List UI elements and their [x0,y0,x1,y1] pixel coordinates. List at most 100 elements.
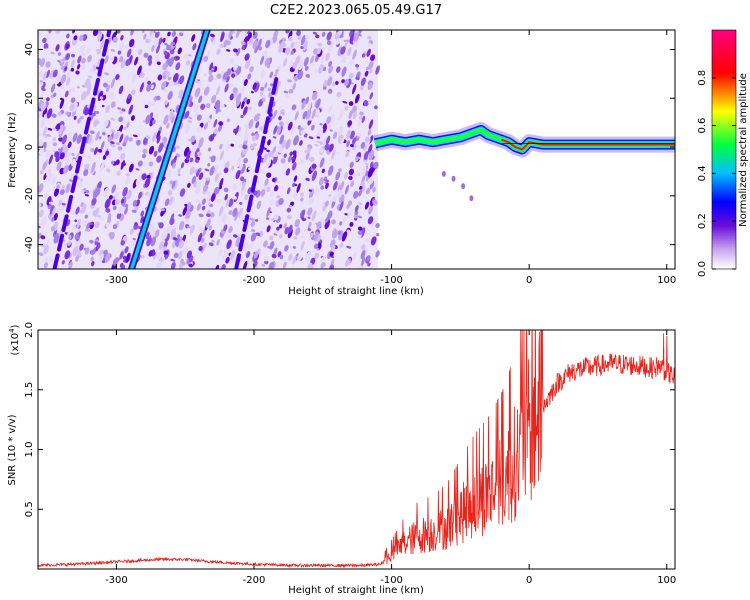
noise-dot [170,225,176,231]
noise-dot [320,219,326,227]
noise-dot [354,204,359,213]
noise-dot [196,126,202,133]
noise-dot [248,119,254,129]
noise-dot [60,66,66,71]
noise-dot [229,93,235,101]
noise-dot [205,117,211,122]
noise-dot [197,232,203,243]
noise-dot [148,250,153,257]
noise-dot [68,179,73,182]
noise-dot [321,137,327,148]
noise-dot [223,248,228,254]
noise-dot [260,69,266,79]
noise-dot [114,198,120,206]
noise-dot [219,150,225,161]
noise-dot [208,74,214,83]
noise-dot [201,205,206,211]
noise-dot [305,253,311,263]
noise-dot [285,47,290,51]
noise-dot [303,215,308,219]
noise-dot [120,59,126,69]
noise-dot [273,109,278,117]
noise-dot [185,218,190,223]
noise-dot [269,71,273,79]
colorbar-tick-label: 0.6 [697,118,708,134]
noise-dot [40,102,47,112]
noise-dot [213,128,219,135]
noise-dot [280,158,286,164]
noise-dot [332,195,338,202]
noise-dot [308,188,314,200]
noise-dot [331,149,336,160]
noise-dot [115,257,121,260]
noise-dot [154,229,160,238]
noise-dot [69,103,75,112]
snr-x-tick-label: -200 [243,575,266,586]
noise-dot [288,204,293,208]
noise-dot [284,227,290,235]
noise-dot [98,216,104,221]
noise-dot [42,71,48,81]
noise-dot [302,40,308,51]
noise-dot [327,210,333,219]
noise-dot [234,125,240,136]
noise-dot [370,236,377,246]
noise-dot [81,203,87,214]
noise-dot [344,78,350,87]
noise-dot [303,133,308,138]
noise-dot [151,44,155,52]
noise-dot [285,117,290,127]
noise-dot [177,173,181,177]
noise-dot [360,249,366,260]
noise-dot [117,130,121,134]
noise-dot [61,134,68,145]
spectrogram-x-tick-label: -100 [380,275,403,286]
noise-dot [220,103,225,109]
noise-dot [60,188,65,196]
noise-dot [81,63,86,70]
noise-dot [288,253,293,261]
noise-dot [184,203,188,207]
noise-dot [260,169,265,174]
noise-dot [39,57,46,67]
noise-dot [40,235,46,240]
noise-dot [163,89,168,93]
noise-dot [367,35,372,40]
noise-dot [109,91,115,99]
noise-dot [208,225,212,231]
snr-scale-close: ) [10,324,21,328]
noise-dot [42,126,48,137]
noise-dot [112,258,118,266]
noise-dot [46,168,52,177]
noise-dot [58,137,63,142]
noise-dot [66,228,72,239]
noise-dot [322,205,327,212]
noise-dot [68,261,73,269]
noise-dot [325,179,330,183]
noise-dot [367,177,373,185]
noise-dot [257,38,262,49]
noise-dot [100,141,105,151]
noise-dot [276,194,281,199]
noise-dot [104,198,111,209]
noise-dot [215,187,220,195]
noise-dot [158,142,164,153]
noise-dot [110,129,116,134]
noise-dot [243,132,249,141]
noise-dot [341,231,348,242]
noise-dot [101,127,106,134]
noise-dot [276,226,280,231]
noise-dot [258,230,264,238]
noise-dot [232,48,238,53]
noise-dot [72,246,79,257]
noise-dot [79,116,84,120]
spectrogram-x-tick-label: -200 [243,275,266,286]
noise-dot [241,181,246,192]
noise-dot [118,85,124,95]
noise-dot [228,226,233,234]
noise-dot [210,155,216,163]
noise-dot [354,170,359,178]
noise-dot [38,138,44,149]
noise-dot [97,243,101,249]
noise-dot [56,161,62,171]
